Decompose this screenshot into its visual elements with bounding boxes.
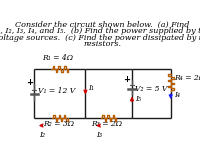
Text: R₄ = 2Ω: R₄ = 2Ω [175,74,200,82]
Text: R₂ = 3Ω: R₂ = 3Ω [43,120,74,128]
Text: V₂ = 5 V: V₂ = 5 V [135,85,167,93]
Text: I₄: I₄ [174,91,180,99]
Text: R₃ = 2Ω: R₃ = 2Ω [92,120,123,128]
Text: resistors.: resistors. [84,40,122,48]
Text: I₃: I₃ [96,131,102,139]
Text: R₁ = 4Ω: R₁ = 4Ω [42,54,73,62]
Text: Consider the circuit shown below.  (a) Find: Consider the circuit shown below. (a) Fi… [15,21,190,29]
Text: I₂: I₂ [39,131,45,139]
Text: I₁, I₂, I₃, I₄, and I₅.  (b) Find the power supplied by the: I₁, I₂, I₃, I₄, and I₅. (b) Find the pow… [0,27,200,35]
Text: +: + [123,75,130,84]
Text: V₁ = 12 V: V₁ = 12 V [38,87,75,95]
Text: voltage sources.  (c) Find the power dissipated by the: voltage sources. (c) Find the power diss… [0,34,200,42]
Text: I₅: I₅ [135,95,141,103]
Text: I₁: I₁ [89,84,95,92]
Text: +: + [26,77,33,87]
